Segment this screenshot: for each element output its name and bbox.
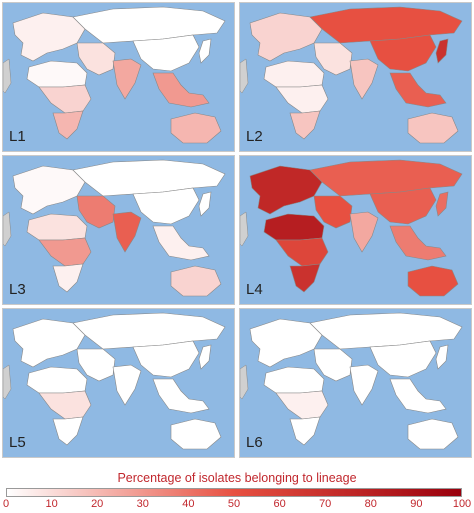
region-japan bbox=[198, 191, 212, 217]
region-nodata bbox=[240, 58, 249, 94]
map-panel-l2: L2 bbox=[239, 2, 472, 152]
region-africa-n bbox=[263, 366, 325, 394]
region-india bbox=[112, 58, 142, 100]
region-japan bbox=[198, 38, 212, 64]
region-india bbox=[349, 58, 379, 100]
region-india bbox=[349, 211, 379, 253]
legend-tick: 90 bbox=[410, 498, 423, 510]
panel-label-l5: L5 bbox=[9, 434, 26, 451]
region-europe bbox=[12, 12, 86, 62]
map-panel-l1: L1 bbox=[2, 2, 235, 152]
region-seasia bbox=[389, 72, 447, 108]
region-japan bbox=[435, 344, 449, 370]
region-russia bbox=[72, 312, 226, 350]
region-australia bbox=[407, 112, 459, 144]
region-japan bbox=[435, 38, 449, 64]
region-seasia bbox=[389, 378, 447, 414]
region-africa-s bbox=[289, 110, 321, 140]
map-grid: L1 L2 L3 L4 L5 L6 bbox=[2, 2, 472, 458]
region-africa-c bbox=[38, 237, 92, 267]
region-africa-c bbox=[275, 84, 329, 114]
region-russia bbox=[309, 159, 463, 197]
region-australia bbox=[170, 418, 222, 450]
region-europe bbox=[12, 318, 86, 368]
region-africa-n bbox=[263, 60, 325, 88]
region-russia bbox=[72, 6, 226, 44]
region-india bbox=[112, 211, 142, 253]
region-nodata bbox=[240, 364, 249, 400]
region-seasia bbox=[152, 378, 210, 414]
region-australia bbox=[407, 418, 459, 450]
region-nodata bbox=[3, 211, 12, 247]
region-mideast bbox=[313, 348, 353, 382]
region-nodata bbox=[240, 211, 249, 247]
legend-tick: 20 bbox=[91, 498, 104, 510]
region-africa-s bbox=[289, 263, 321, 293]
map-panel-l4: L4 bbox=[239, 155, 472, 305]
region-africa-n bbox=[26, 60, 88, 88]
region-africa-s bbox=[52, 416, 84, 446]
region-mideast bbox=[313, 195, 353, 229]
region-mideast bbox=[76, 42, 116, 76]
region-europe bbox=[249, 318, 323, 368]
panel-label-l2: L2 bbox=[246, 128, 263, 145]
region-africa-c bbox=[275, 237, 329, 267]
region-australia bbox=[170, 265, 222, 297]
region-africa-s bbox=[52, 110, 84, 140]
region-japan bbox=[435, 191, 449, 217]
region-africa-s bbox=[289, 416, 321, 446]
legend-tick: 80 bbox=[364, 498, 377, 510]
legend-tick: 60 bbox=[273, 498, 286, 510]
legend-tick: 10 bbox=[45, 498, 58, 510]
region-china bbox=[132, 34, 200, 72]
region-nodata bbox=[3, 58, 12, 94]
region-africa-c bbox=[38, 390, 92, 420]
legend-color-bar bbox=[6, 488, 462, 497]
region-china bbox=[369, 187, 437, 225]
legend-tick: 40 bbox=[182, 498, 195, 510]
region-china bbox=[132, 340, 200, 378]
legend-tick: 0 bbox=[2, 498, 10, 510]
region-japan bbox=[198, 344, 212, 370]
region-india bbox=[112, 364, 142, 406]
region-mideast bbox=[76, 348, 116, 382]
map-panel-l5: L5 bbox=[2, 308, 235, 458]
legend-tick: 100 bbox=[452, 498, 472, 510]
region-seasia bbox=[152, 72, 210, 108]
region-africa-n bbox=[263, 213, 325, 241]
region-russia bbox=[309, 6, 463, 44]
region-russia bbox=[309, 312, 463, 350]
region-australia bbox=[170, 112, 222, 144]
region-china bbox=[132, 187, 200, 225]
panel-label-l6: L6 bbox=[246, 434, 263, 451]
region-mideast bbox=[313, 42, 353, 76]
legend-title: Percentage of isolates belonging to line… bbox=[117, 471, 357, 485]
region-europe bbox=[249, 165, 323, 215]
region-seasia bbox=[389, 225, 447, 261]
legend-tick: 30 bbox=[136, 498, 149, 510]
region-india bbox=[349, 364, 379, 406]
region-africa-n bbox=[26, 366, 88, 394]
region-africa-n bbox=[26, 213, 88, 241]
panel-label-l4: L4 bbox=[246, 281, 263, 298]
region-china bbox=[369, 340, 437, 378]
region-nodata bbox=[3, 364, 12, 400]
region-africa-c bbox=[38, 84, 92, 114]
region-china bbox=[369, 34, 437, 72]
region-australia bbox=[407, 265, 459, 297]
legend-tick: 50 bbox=[227, 498, 241, 510]
panel-label-l3: L3 bbox=[9, 281, 26, 298]
region-mideast bbox=[76, 195, 116, 229]
legend-tick: 70 bbox=[319, 498, 332, 510]
panel-label-l1: L1 bbox=[9, 128, 26, 145]
region-africa-c bbox=[275, 390, 329, 420]
region-europe bbox=[249, 12, 323, 62]
map-panel-l3: L3 bbox=[2, 155, 235, 305]
region-europe bbox=[12, 165, 86, 215]
region-africa-s bbox=[52, 263, 84, 293]
region-russia bbox=[72, 159, 226, 197]
map-panel-l6: L6 bbox=[239, 308, 472, 458]
region-seasia bbox=[152, 225, 210, 261]
